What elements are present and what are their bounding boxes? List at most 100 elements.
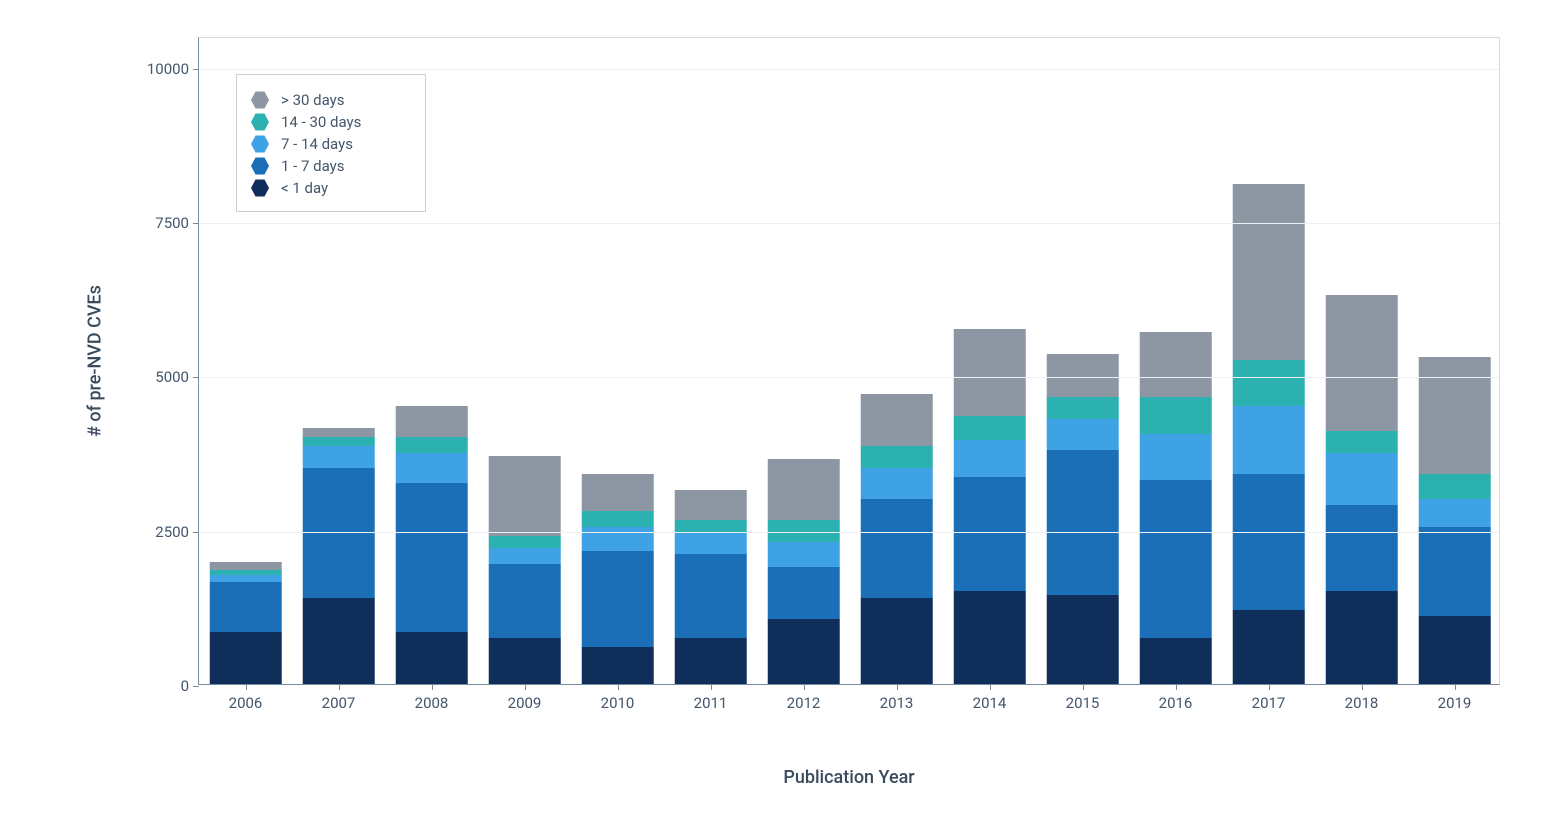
bar-segment [581, 474, 654, 511]
x-tick-label: 2016 [1159, 684, 1193, 712]
legend-swatch-icon [251, 113, 269, 131]
x-tick-label: 2017 [1252, 684, 1286, 712]
legend-item: 7 - 14 days [251, 135, 407, 153]
bar-segment [1418, 474, 1491, 499]
bar-segment [395, 437, 468, 452]
bar-segment [767, 459, 840, 521]
bar-segment [860, 446, 933, 468]
gridline [199, 532, 1499, 533]
legend-label: 7 - 14 days [281, 135, 353, 153]
legend-swatch-icon [251, 179, 269, 197]
bar-segment [767, 567, 840, 619]
x-axis-title: Publication Year [783, 767, 914, 788]
bar-group [674, 490, 747, 684]
bar-segment [1046, 397, 1119, 419]
bar-group [1418, 357, 1491, 684]
bar-segment [395, 483, 468, 631]
bar-group [302, 428, 375, 684]
bar-segment [1232, 474, 1305, 610]
x-tick-label: 2013 [880, 684, 914, 712]
bar-segment [209, 562, 282, 570]
bar-segment [1139, 332, 1212, 397]
x-tick-label: 2012 [787, 684, 821, 712]
y-tick-mark [193, 223, 199, 224]
bar-segment [1046, 595, 1119, 684]
bar-segment [674, 554, 747, 637]
legend-item: 14 - 30 days [251, 113, 407, 131]
x-tick-label: 2008 [415, 684, 449, 712]
bar-segment [302, 428, 375, 437]
bar-segment [953, 440, 1026, 477]
bar-segment [209, 632, 282, 684]
legend-item: 1 - 7 days [251, 157, 407, 175]
bar-group [395, 406, 468, 684]
bar-segment [953, 329, 1026, 415]
bar-segment [1139, 480, 1212, 637]
bar-segment [581, 551, 654, 647]
legend-label: < 1 day [281, 179, 328, 197]
bar-segment [488, 638, 561, 684]
bar-group [1325, 295, 1398, 684]
bar-segment [767, 542, 840, 567]
bar-segment [1418, 357, 1491, 474]
gridline [199, 69, 1499, 70]
bar-group [767, 459, 840, 684]
bar-segment [674, 638, 747, 684]
bar-segment [1325, 505, 1398, 591]
bar-segment [1139, 397, 1212, 434]
legend-label: > 30 days [281, 91, 345, 109]
bar-segment [302, 437, 375, 446]
legend-swatch-icon [251, 157, 269, 175]
bar-group [860, 394, 933, 684]
bar-segment [1232, 184, 1305, 360]
bar-segment [767, 619, 840, 684]
bar-segment [488, 564, 561, 638]
x-tick-label: 2009 [508, 684, 542, 712]
y-tick-mark [193, 69, 199, 70]
bar-group [488, 456, 561, 684]
bar-segment [1418, 499, 1491, 527]
bar-group [209, 562, 282, 684]
x-tick-label: 2014 [973, 684, 1007, 712]
bar-segment [674, 490, 747, 521]
bar-segment [395, 406, 468, 437]
y-tick-label: 10000 [147, 60, 199, 78]
y-tick-mark [193, 686, 199, 687]
bar-segment [860, 499, 933, 598]
bar-segment [1046, 450, 1119, 595]
bar-segment [302, 468, 375, 598]
bar-segment [1325, 431, 1398, 453]
bar-segment [1046, 354, 1119, 397]
legend-item: > 30 days [251, 91, 407, 109]
bar-segment [1232, 360, 1305, 406]
bar-segment [1232, 406, 1305, 474]
bar-segment [209, 582, 282, 631]
legend-label: 14 - 30 days [281, 113, 361, 131]
bar-segment [953, 591, 1026, 684]
x-tick-label: 2010 [601, 684, 635, 712]
bar-segment [209, 575, 282, 582]
bar-segment [860, 598, 933, 684]
x-tick-label: 2019 [1438, 684, 1472, 712]
gridline [199, 223, 1499, 224]
bar-segment [1418, 616, 1491, 684]
bar-segment [674, 533, 747, 555]
bar-segment [860, 468, 933, 499]
bar-group [953, 329, 1026, 684]
bar-segment [581, 647, 654, 684]
legend-swatch-icon [251, 91, 269, 109]
bar-group [1046, 354, 1119, 684]
legend-swatch-icon [251, 135, 269, 153]
bar-segment [395, 632, 468, 684]
bar-segment [1325, 591, 1398, 684]
x-tick-label: 2006 [229, 684, 263, 712]
y-tick-mark [193, 377, 199, 378]
bar-segment [953, 477, 1026, 591]
bar-segment [1139, 638, 1212, 684]
bar-segment [1325, 295, 1398, 431]
bar-segment [1046, 419, 1119, 450]
bar-segment [395, 453, 468, 484]
x-tick-label: 2007 [322, 684, 356, 712]
y-axis-title: # of pre-NVD CVEs [85, 285, 106, 437]
y-tick-mark [193, 532, 199, 533]
